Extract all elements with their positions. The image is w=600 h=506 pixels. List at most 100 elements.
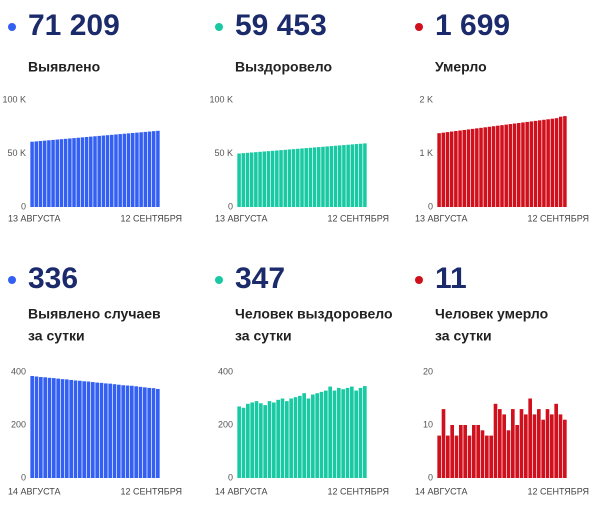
bar: [311, 394, 315, 478]
bar: [550, 414, 554, 478]
y-tick-label: 10: [423, 419, 433, 429]
bar: [38, 141, 43, 207]
bar: [97, 135, 101, 207]
bar: [502, 414, 506, 478]
bar: [156, 130, 160, 207]
bar: [498, 409, 502, 478]
bar: [104, 383, 108, 478]
bar: [68, 138, 72, 207]
bar: [354, 144, 359, 207]
y-tick-label: 50 K: [7, 148, 26, 158]
bar: [73, 380, 78, 478]
bar: [263, 405, 267, 478]
bar: [237, 406, 241, 478]
bar: [291, 149, 296, 207]
bar: [80, 137, 85, 207]
bar: [475, 128, 479, 207]
bar: [304, 148, 308, 207]
bar: [328, 386, 332, 478]
y-tick-label: 0: [228, 472, 233, 482]
bar: [333, 145, 338, 207]
bar: [114, 134, 118, 207]
bar: [138, 386, 143, 478]
bar: [101, 135, 106, 207]
bar: [504, 124, 508, 207]
bar: [321, 146, 325, 207]
bar: [300, 148, 304, 207]
bar: [449, 131, 454, 207]
bar: [480, 430, 485, 478]
bar: [267, 401, 272, 478]
bar: [476, 425, 480, 478]
bar: [254, 401, 259, 478]
big-number: 336: [28, 262, 78, 295]
bar: [280, 398, 285, 478]
panel-label: за сутки: [28, 328, 85, 344]
bar: [47, 377, 52, 478]
bar: [287, 149, 292, 207]
bar: [254, 152, 258, 207]
bar: [135, 132, 139, 207]
bar: [341, 389, 345, 478]
bar: [110, 134, 114, 207]
bar: [91, 382, 95, 478]
x-tick-label: 13 АВГУСТА: [215, 213, 268, 223]
bar: [143, 387, 147, 478]
bar: [42, 140, 47, 207]
x-tick-label: 13 АВГУСТА: [8, 213, 61, 223]
y-tick-label: 200: [11, 419, 26, 429]
bar: [470, 128, 475, 207]
bar: [130, 132, 135, 207]
bar: [458, 130, 462, 207]
bar: [276, 399, 280, 478]
big-number: 59 453: [235, 9, 327, 42]
bar: [363, 386, 367, 478]
bar: [270, 150, 275, 207]
big-number: 11: [435, 262, 467, 295]
bar: [117, 384, 121, 478]
bar: [34, 141, 39, 207]
bar: [487, 126, 492, 207]
bar: [126, 133, 131, 207]
panel-label: Выздоровело: [235, 59, 332, 75]
panel-label: за сутки: [235, 328, 292, 344]
bar: [285, 401, 289, 478]
x-tick-label: 14 АВГУСТА: [415, 486, 468, 496]
bar: [76, 137, 80, 207]
bar: [84, 137, 89, 207]
bar: [283, 149, 287, 207]
bar: [312, 147, 317, 207]
bar: [463, 425, 467, 478]
bar: [86, 381, 91, 478]
bar: [246, 403, 250, 478]
bar: [258, 151, 262, 207]
bar: [437, 435, 441, 478]
bar: [325, 146, 329, 207]
bar: [550, 118, 555, 207]
bar: [479, 127, 483, 207]
bar: [266, 151, 271, 207]
bar: [554, 118, 559, 207]
bar: [72, 138, 76, 207]
bar: [156, 388, 160, 478]
bar: [441, 409, 446, 478]
bar: [358, 387, 363, 478]
bar: [485, 435, 489, 478]
bar: [483, 127, 487, 207]
x-tick-label: 13 АВГУСТА: [415, 213, 468, 223]
bar: [249, 152, 254, 207]
bar: [528, 398, 532, 478]
bar: [558, 116, 563, 207]
bar: [554, 403, 558, 478]
bar: [241, 407, 246, 478]
bar: [78, 380, 82, 478]
y-tick-label: 200: [218, 419, 233, 429]
status-dot: [215, 23, 223, 31]
bar: [441, 132, 446, 207]
bar: [82, 381, 86, 478]
bar: [315, 393, 319, 478]
bar: [319, 391, 324, 478]
bar: [358, 143, 363, 207]
bar: [459, 425, 463, 478]
bar: [30, 375, 34, 478]
